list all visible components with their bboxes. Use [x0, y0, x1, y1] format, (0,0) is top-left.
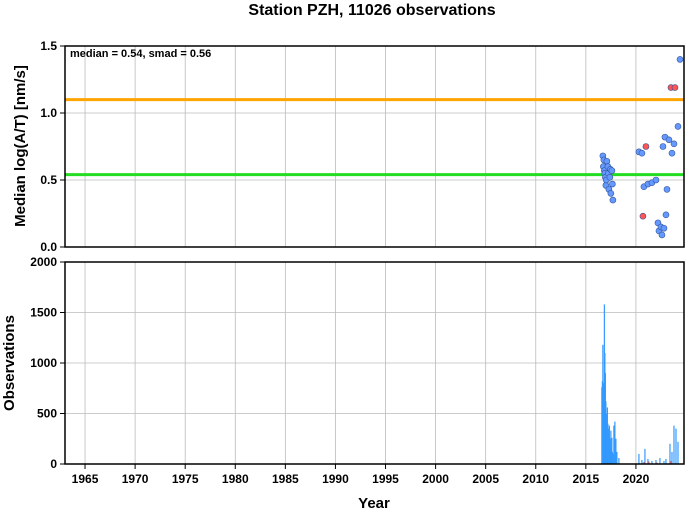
top-grid	[65, 45, 684, 248]
chart-title: Station PZH, 11026 observations	[248, 2, 495, 19]
top-y-tick-label: 1.0	[40, 106, 57, 120]
observation-bar	[638, 453, 640, 464]
top-panel: 0.00.51.01.5 median = 0.54, smad = 0.56 …	[12, 39, 685, 254]
data-point	[658, 231, 666, 239]
observation-bar	[618, 457, 620, 464]
observation-bar	[614, 421, 616, 464]
data-point	[652, 176, 660, 184]
x-tick-label: 1985	[272, 472, 299, 486]
data-point	[609, 196, 617, 204]
x-tick-label: 1990	[322, 472, 349, 486]
observation-bar	[675, 428, 677, 464]
observation-bar	[612, 453, 614, 464]
bottom-y-tick-label: 1000	[30, 356, 57, 370]
observation-bar	[610, 430, 612, 464]
x-tick-label: 2010	[522, 472, 549, 486]
data-point	[674, 123, 682, 130]
observation-bar	[644, 448, 646, 464]
bottom-grid	[65, 261, 684, 465]
data-point	[609, 180, 616, 188]
data-point	[659, 143, 667, 150]
x-tick-label: 1965	[72, 472, 99, 486]
data-point	[676, 56, 684, 63]
observation-bars	[601, 304, 679, 464]
scatter-points	[599, 56, 684, 239]
data-point-flagged	[642, 143, 650, 150]
data-point	[660, 224, 668, 232]
observation-bar	[659, 457, 661, 464]
bottom-y-tick-label: 0	[50, 457, 57, 471]
top-y-axis-label: Median log(A/T) [nm/s]	[12, 65, 29, 227]
observation-bar	[611, 437, 613, 464]
reference-lines	[65, 98, 684, 177]
data-point	[606, 174, 614, 181]
observation-bar	[663, 460, 665, 464]
observation-bar	[677, 441, 679, 464]
data-point	[608, 167, 616, 174]
observation-bar	[651, 460, 653, 464]
observation-bar-flagged	[670, 460, 672, 464]
observation-bar	[616, 451, 618, 464]
top-y-tick-label: 1.5	[40, 39, 57, 53]
observation-bar-flagged	[643, 461, 645, 464]
data-point	[607, 190, 615, 197]
bottom-y-axis-label: Observations	[1, 315, 18, 411]
observation-bar	[665, 458, 667, 464]
observation-bar	[615, 438, 617, 464]
data-point-flagged	[639, 212, 647, 220]
bottom-y-tick-label: 2000	[30, 255, 57, 269]
x-tick-label: 1975	[172, 472, 199, 486]
observation-bar	[613, 425, 615, 464]
top-y-ticks: 0.0 0.5 1.0 1.5	[40, 39, 65, 254]
observation-bar	[655, 459, 657, 464]
x-tick-label: 1970	[122, 472, 149, 486]
x-tick-label: 2000	[422, 472, 449, 486]
top-y-tick-label: 0.5	[40, 173, 57, 187]
observation-bar	[669, 443, 671, 464]
data-point	[670, 140, 678, 148]
x-axis-label: Year	[358, 495, 390, 511]
observation-bar	[647, 458, 649, 464]
x-tick-label: 2005	[472, 472, 499, 486]
data-point	[638, 149, 646, 157]
data-point	[603, 157, 611, 165]
stats-annotation: median = 0.54, smad = 0.56	[70, 48, 211, 60]
data-point	[662, 211, 670, 219]
x-tick-label: 2020	[623, 472, 650, 486]
data-point-flagged	[671, 84, 679, 91]
observation-bar-flagged	[656, 462, 658, 464]
observation-bar	[671, 451, 673, 464]
observation-bar	[673, 425, 675, 464]
bottom-y-ticks: 0 500 1000 1500 2000	[30, 255, 65, 471]
x-tick-label: 2015	[572, 472, 599, 486]
observation-bar-flagged	[648, 461, 650, 464]
bottom-y-tick-label: 500	[37, 407, 57, 421]
data-point	[668, 149, 676, 157]
bottom-y-tick-label: 1500	[30, 306, 57, 320]
top-y-tick-label: 0.0	[40, 240, 57, 254]
x-tick-label: 1980	[222, 472, 249, 486]
observation-bar	[641, 459, 643, 464]
bottom-x-ticks: 1965 1970 1975 1980 1985 1990 1995 2000 2005 2010…	[72, 464, 650, 486]
data-point	[665, 136, 673, 144]
x-tick-label: 1995	[372, 472, 399, 486]
data-point	[663, 186, 671, 193]
top-plot-frame	[64, 45, 685, 248]
bottom-panel: 0 500 1000 1500 2000 1965 1970 1975 1980 1985 199…	[1, 255, 685, 511]
